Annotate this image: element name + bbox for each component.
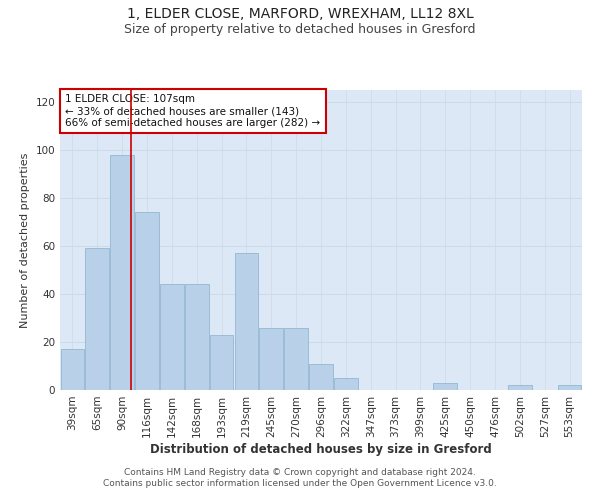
- Bar: [259, 328, 283, 390]
- Bar: [135, 212, 159, 390]
- Text: Contains HM Land Registry data © Crown copyright and database right 2024.
Contai: Contains HM Land Registry data © Crown c…: [103, 468, 497, 487]
- Bar: [235, 253, 258, 390]
- Bar: [185, 284, 209, 390]
- Bar: [334, 378, 358, 390]
- Bar: [433, 383, 457, 390]
- Bar: [61, 349, 84, 390]
- Text: 1 ELDER CLOSE: 107sqm
← 33% of detached houses are smaller (143)
66% of semi-det: 1 ELDER CLOSE: 107sqm ← 33% of detached …: [65, 94, 320, 128]
- Text: Size of property relative to detached houses in Gresford: Size of property relative to detached ho…: [124, 22, 476, 36]
- Bar: [85, 248, 109, 390]
- Bar: [160, 284, 184, 390]
- Bar: [210, 335, 233, 390]
- Bar: [284, 328, 308, 390]
- Bar: [508, 385, 532, 390]
- Bar: [309, 364, 333, 390]
- Bar: [110, 155, 134, 390]
- Y-axis label: Number of detached properties: Number of detached properties: [20, 152, 30, 328]
- Bar: [558, 385, 581, 390]
- Text: Distribution of detached houses by size in Gresford: Distribution of detached houses by size …: [150, 442, 492, 456]
- Text: 1, ELDER CLOSE, MARFORD, WREXHAM, LL12 8XL: 1, ELDER CLOSE, MARFORD, WREXHAM, LL12 8…: [127, 8, 473, 22]
